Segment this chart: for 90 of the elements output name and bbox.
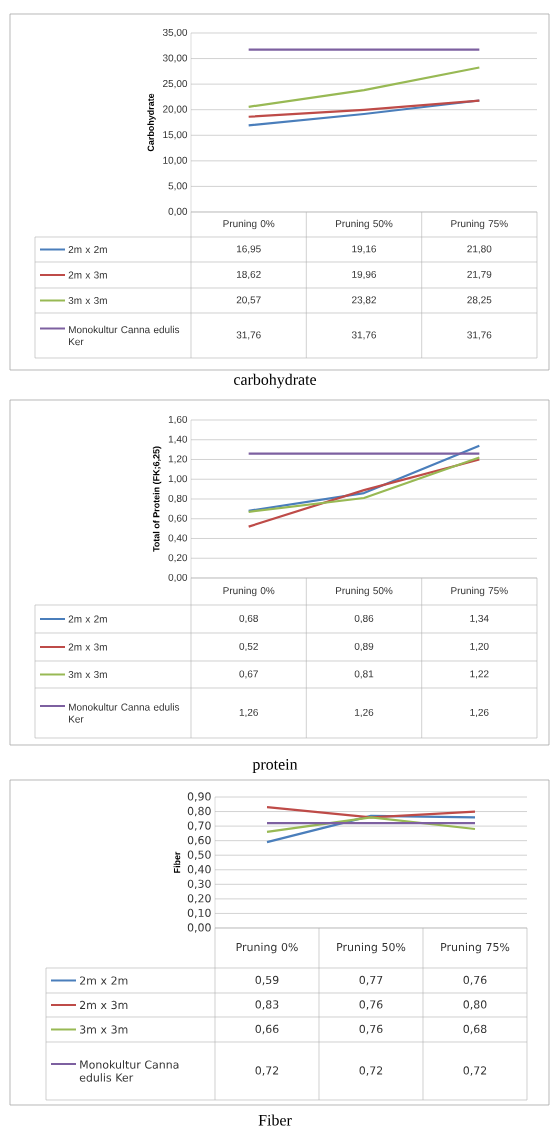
y-tick-label: 0,60 [187,835,211,846]
y-axis-title: Total of Protein (FK;6,25) [152,446,162,552]
y-tick-label: 15,00 [163,131,188,140]
legend-label: 2m x 2m [68,246,107,253]
x-tick-label: Pruning 50% [336,586,393,597]
data-label: 28,25 [467,296,492,305]
data-label: 19,96 [352,270,377,280]
data-label: 0,76 [359,1024,383,1035]
y-tick-label: 0,80 [168,494,188,504]
legend-label: 2m x 2m [68,615,107,623]
legend-label: 3m x 3m [68,670,107,679]
data-label: 31,76 [351,331,377,340]
y-tick-label: 25,00 [163,80,188,89]
data-label: 21,79 [467,270,492,280]
y-tick-label: 0,20 [187,894,211,904]
legend-label: 2m x 3m [68,643,107,651]
data-label: 31,76 [236,331,261,340]
x-tick-label: Pruning 0% [223,586,275,597]
x-tick-label: Pruning 75% [451,219,508,230]
y-tick-label: 5,00 [168,182,188,191]
data-label: 1,34 [470,614,489,624]
data-label: 0,89 [354,642,374,652]
y-tick-label: 10,00 [163,156,188,165]
y-tick-label: 0,70 [187,821,211,831]
legend-label: Monokultur Canna edulis Ker [69,325,180,346]
y-tick-label: 0,40 [168,534,188,543]
data-label: 1,26 [470,708,489,718]
y-tick-label: 0,10 [187,908,211,919]
x-tick-label: Pruning 0% [223,219,275,230]
legend-label: 2m x 2m [80,976,128,985]
y-tick-label: 1,60 [168,415,188,425]
data-label: 1,26 [355,708,374,718]
data-label: 0,81 [354,670,374,679]
x-tick-label: Pruning 75% [441,942,510,954]
data-label: 0,67 [239,670,258,679]
legend-label: Monokultur Canna edulis Ker [79,1060,179,1082]
y-tick-label: 1,20 [168,455,188,464]
data-label: 31,76 [467,331,492,340]
legend-label: 2m x 3m [68,271,107,279]
data-label: 21,80 [467,245,492,254]
text: protein [252,759,298,773]
legend-label: 3m x 3m [80,1025,128,1034]
data-label: 1,26 [239,708,258,718]
legend-label: 3m x 3m [68,296,107,305]
data-label: 0,83 [255,1000,279,1010]
y-axis-title: Carbohydrate [147,93,156,152]
x-tick-label: Pruning 0% [236,942,298,954]
y-tick-label: 20,00 [163,105,188,114]
data-label: 16,95 [237,245,261,254]
data-label: 0,68 [239,614,258,624]
data-label: 20,57 [236,296,261,305]
data-label: 0,86 [354,614,374,624]
legend-label: Monokultur Canna edulis Ker [69,703,180,723]
y-tick-label: 0,30 [187,879,211,890]
text: carbohydrate [234,373,317,389]
y-tick-label: 0,90 [187,792,211,802]
y-tick-label: 1,40 [168,435,188,444]
data-label: 18,62 [237,270,261,280]
y-tick-label: 0,40 [187,865,211,875]
y-tick-label: 0,20 [168,554,188,563]
data-label: 0,72 [359,1066,383,1076]
data-label: 0,66 [255,1024,279,1035]
data-label: 1,22 [470,670,489,679]
data-label: 0,72 [255,1066,279,1076]
y-tick-label: 30,00 [162,54,188,63]
x-tick-label: Pruning 75% [451,586,508,597]
data-label: 0,59 [255,975,279,986]
y-tick-label: 0,80 [187,806,211,817]
legend-label: 2m x 3m [80,1000,128,1010]
y-tick-label: 1,00 [168,475,188,484]
y-tick-label: 35,00 [162,28,188,38]
data-label: 1,20 [470,642,489,652]
x-tick-label: Pruning 50% [336,219,393,230]
data-label: 0,68 [463,1024,487,1035]
data-label: 23,82 [352,296,376,305]
y-tick-label: 0,00 [187,923,211,933]
data-label: 0,52 [239,642,258,652]
data-label: 19,16 [352,245,377,254]
x-tick-label: Pruning 50% [337,942,406,954]
y-tick-label: 0,60 [168,514,188,523]
data-label: 0,77 [359,975,383,986]
data-label: 0,76 [359,1000,383,1010]
data-label: 0,76 [463,975,487,986]
y-axis-title: Fiber [173,851,181,873]
data-label: 0,72 [463,1066,487,1076]
text: Fiber [258,1114,292,1126]
y-tick-label: 0,50 [187,850,211,860]
y-tick-label: 0,00 [168,207,188,217]
data-label: 0,80 [463,1000,487,1010]
y-tick-label: 0,00 [168,573,188,583]
